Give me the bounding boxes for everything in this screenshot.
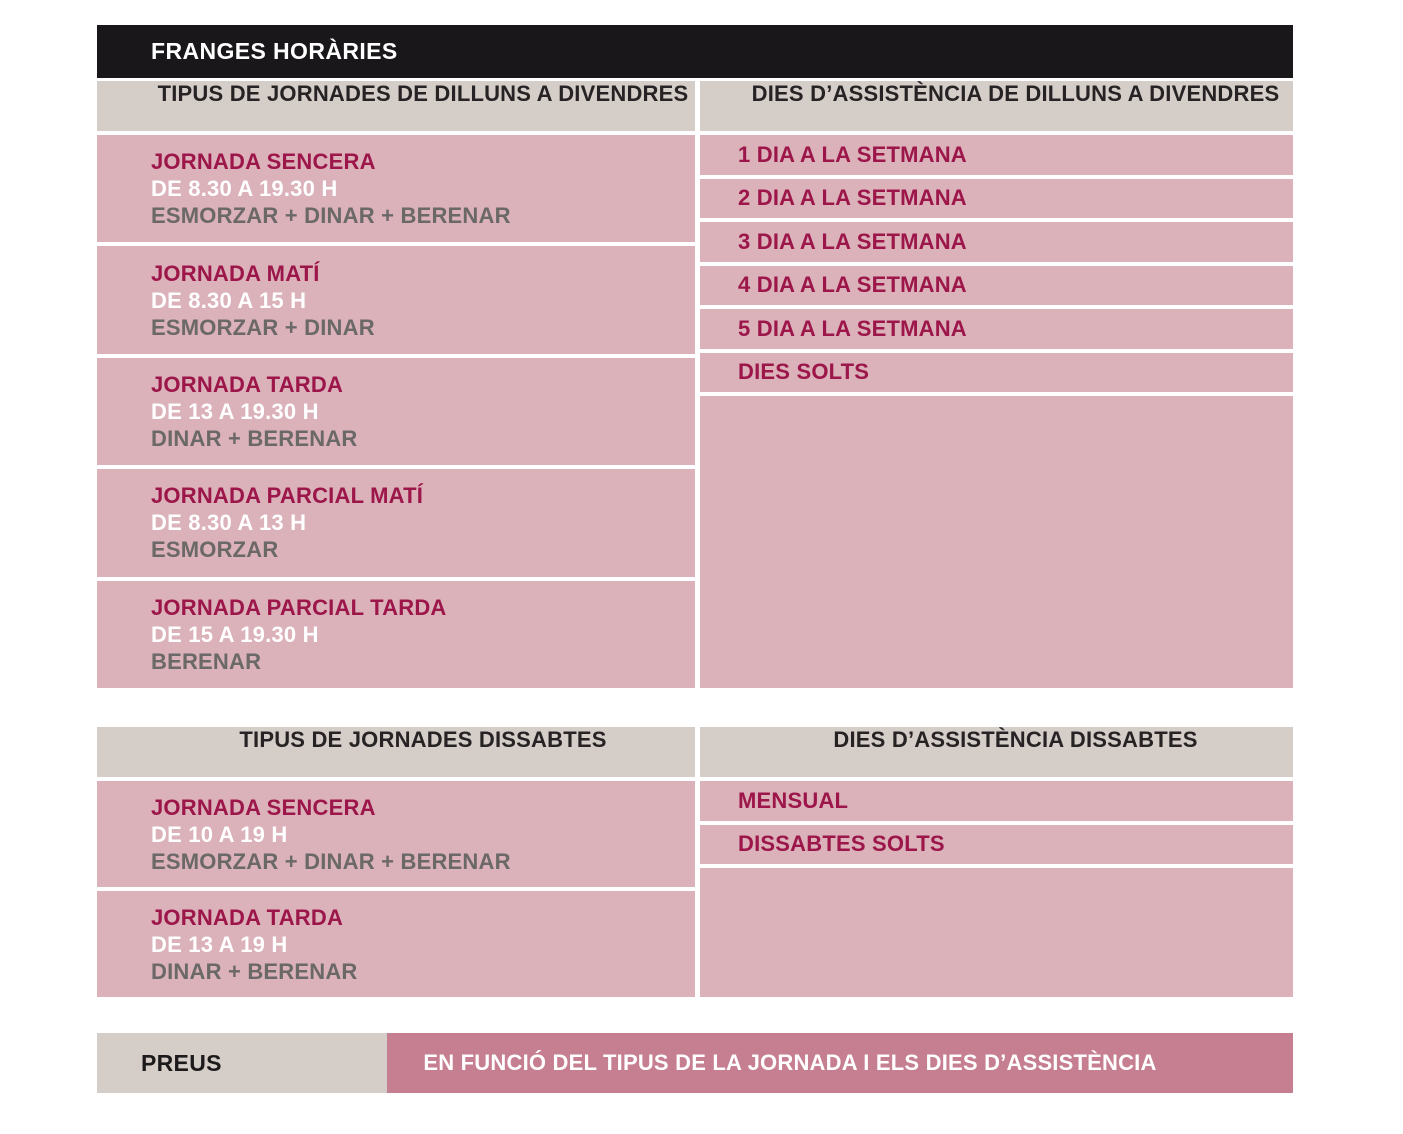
table-title: FRANGES HORÀRIES [151, 38, 398, 64]
table-title-bar: FRANGES HORÀRIES [97, 25, 1293, 78]
jornada-name: JORNADA SENCERA [151, 794, 376, 820]
jornada-meals: BERENAR [151, 648, 262, 674]
assistencia-cell: 4 DIA A LA SETMANA [700, 265, 1293, 305]
jornada-cell: JORNADA MATÍ DE 8.30 A 15 H ESMORZAR + D… [97, 246, 695, 354]
jornada-cell: JORNADA PARCIAL TARDA DE 15 A 19.30 H BE… [97, 580, 695, 689]
jornada-name: JORNADA PARCIAL MATÍ [151, 483, 424, 509]
jornada-cell: JORNADA PARCIAL MATÍ DE 8.30 A 13 H ESMO… [97, 469, 695, 577]
jornada-meals: ESMORZAR + DINAR + BERENAR [151, 848, 511, 874]
assistencia-cell: 5 DIA A LA SETMANA [700, 309, 1293, 349]
jornada-cell: JORNADA TARDA DE 13 A 19.30 H DINAR + BE… [97, 357, 695, 466]
assistencia-saturday-header-label: DIES D’ASSISTÈNCIA DISSABTES [833, 727, 1198, 752]
weekday-section: TIPUS DE JORNADES DE DILLUNS A DIVENDRES… [97, 81, 1293, 689]
assistencia-cell: MENSUAL [700, 781, 1293, 821]
jornada-name: JORNADA MATÍ [151, 260, 320, 286]
jornades-saturday-header-label: TIPUS DE JORNADES DISSABTES [239, 727, 607, 752]
jornada-cell: JORNADA SENCERA DE 10 A 19 H ESMORZAR + … [97, 781, 695, 887]
preus-row: PREUS EN FUNCIÓ DEL TIPUS DE LA JORNADA … [97, 1033, 1293, 1093]
jornada-meals: DINAR + BERENAR [151, 426, 358, 452]
jornada-time: DE 10 A 19 H [151, 821, 288, 847]
jornada-cell: JORNADA SENCERA DE 8.30 A 19.30 H ESMORZ… [97, 135, 695, 243]
assistencia-weekday-header: DIES D’ASSISTÈNCIA DE DILLUNS A DIVENDRE… [700, 81, 1293, 131]
jornades-weekday-header-label: TIPUS DE JORNADES DE DILLUNS A DIVENDRES [157, 81, 689, 106]
jornada-time: DE 8.30 A 13 H [151, 510, 307, 536]
jornada-meals: DINAR + BERENAR [151, 958, 358, 984]
jornada-meals: ESMORZAR + DINAR [151, 314, 375, 340]
jornada-time: DE 8.30 A 19.30 H [151, 176, 338, 202]
jornada-cell: JORNADA TARDA DE 13 A 19 H DINAR + BEREN… [97, 891, 695, 997]
jornada-time: DE 15 A 19.30 H [151, 621, 319, 647]
jornada-meals: ESMORZAR + DINAR + BERENAR [151, 203, 511, 229]
jornada-time: DE 13 A 19 H [151, 931, 288, 957]
assistencia-cell: 2 DIA A LA SETMANA [700, 178, 1293, 218]
preus-label: PREUS [97, 1033, 387, 1093]
assistencia-cell: DIES SOLTS [700, 352, 1293, 392]
jornada-time: DE 13 A 19.30 H [151, 399, 319, 425]
jornada-meals: ESMORZAR [151, 537, 279, 563]
saturday-section: TIPUS DE JORNADES DISSABTES DIES D’ASSIS… [97, 727, 1293, 997]
assistencia-cell: 3 DIA A LA SETMANA [700, 222, 1293, 262]
jornada-name: JORNADA TARDA [151, 904, 344, 930]
jornada-name: JORNADA PARCIAL TARDA [151, 594, 447, 620]
assistencia-weekday-header-label: DIES D’ASSISTÈNCIA DE DILLUNS A DIVENDRE… [751, 81, 1280, 106]
empty-cell [700, 868, 1293, 997]
preus-value: EN FUNCIÓ DEL TIPUS DE LA JORNADA I ELS … [387, 1033, 1293, 1093]
pricing-table: FRANGES HORÀRIES TIPUS DE JORNADES DE DI… [97, 0, 1293, 1093]
jornades-saturday-header: TIPUS DE JORNADES DISSABTES [97, 727, 695, 777]
jornades-weekday-header: TIPUS DE JORNADES DE DILLUNS A DIVENDRES [97, 81, 695, 131]
empty-cell [700, 396, 1293, 688]
assistencia-saturday-header: DIES D’ASSISTÈNCIA DISSABTES [700, 727, 1293, 777]
jornada-name: JORNADA SENCERA [151, 149, 376, 175]
jornada-time: DE 8.30 A 15 H [151, 287, 307, 313]
jornada-name: JORNADA TARDA [151, 372, 344, 398]
assistencia-cell: 1 DIA A LA SETMANA [700, 135, 1293, 175]
assistencia-cell: DISSABTES SOLTS [700, 824, 1293, 864]
